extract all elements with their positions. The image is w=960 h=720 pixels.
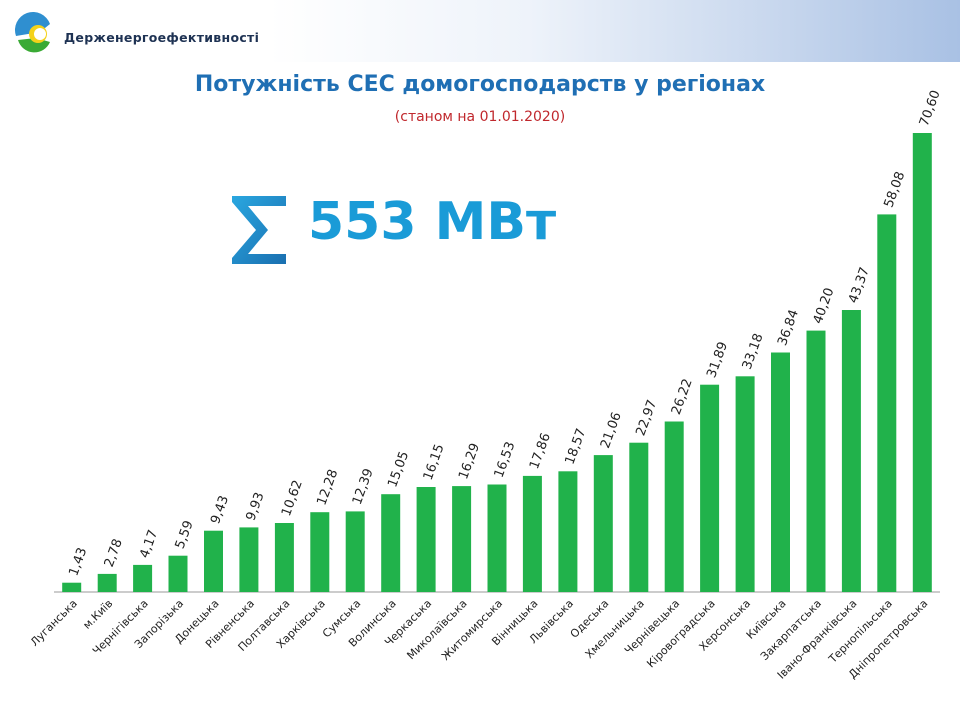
bar <box>593 455 613 592</box>
bar <box>204 530 223 592</box>
bar <box>558 471 578 592</box>
bar <box>381 494 401 592</box>
category-label: Житомирська <box>439 597 505 663</box>
bar <box>310 512 330 592</box>
data-label: 26,22 <box>669 377 696 417</box>
data-label: 9,43 <box>208 494 232 526</box>
data-label: 18,57 <box>563 427 590 467</box>
bar <box>274 523 294 592</box>
bar <box>735 376 755 592</box>
org-name: Держенергоефективності <box>64 30 260 45</box>
bar <box>912 133 932 592</box>
bar <box>877 214 897 592</box>
data-label: 33,18 <box>740 332 767 372</box>
data-label: 16,53 <box>492 440 519 480</box>
data-label: 15,05 <box>385 449 412 489</box>
data-label: 21,06 <box>598 410 625 450</box>
data-label: 1,43 <box>66 546 90 578</box>
bar <box>168 555 188 592</box>
bar <box>416 487 436 592</box>
chart-subtitle: (станом на 01.01.2020) <box>394 109 566 125</box>
data-label: 10,62 <box>279 478 306 518</box>
category-label: Луганська <box>28 597 80 649</box>
bar <box>629 442 649 592</box>
category-label: м.Київ <box>80 597 115 632</box>
bar <box>452 486 472 592</box>
category-label: Закарпатська <box>758 597 824 663</box>
category-label: Тернопільська <box>826 597 895 666</box>
bar <box>97 573 117 592</box>
data-label: 12,39 <box>350 467 377 507</box>
header-band <box>0 0 960 62</box>
data-label: 43,37 <box>846 265 873 305</box>
data-label: 5,59 <box>173 519 197 551</box>
data-label: 12,28 <box>314 467 341 507</box>
bar <box>700 384 720 592</box>
bar <box>487 484 507 592</box>
data-label: 16,15 <box>421 442 448 482</box>
bar <box>133 564 153 592</box>
data-label: 36,84 <box>775 308 802 348</box>
data-label: 40,20 <box>811 286 838 326</box>
sigma-icon <box>232 196 286 264</box>
data-label: 2,78 <box>102 537 126 569</box>
data-label: 58,08 <box>882 170 909 210</box>
data-label: 16,29 <box>456 441 483 481</box>
bar <box>522 475 542 592</box>
data-label: 31,89 <box>704 340 731 380</box>
logo-icon <box>12 11 56 56</box>
bar <box>841 310 861 592</box>
bar <box>239 527 259 592</box>
data-label: 9,93 <box>244 490 268 522</box>
data-label: 70,60 <box>917 88 944 128</box>
bar <box>664 421 684 592</box>
data-label: 4,17 <box>137 528 161 560</box>
data-label: 22,97 <box>633 398 660 438</box>
data-label: 17,86 <box>527 431 554 471</box>
total-value: 553 МВт <box>308 192 557 252</box>
chart-title: Потужність СЕС домогосподарств у регіона… <box>194 72 766 97</box>
bar <box>62 582 82 592</box>
bar <box>806 330 826 592</box>
bar <box>345 511 365 592</box>
bar <box>771 352 790 592</box>
